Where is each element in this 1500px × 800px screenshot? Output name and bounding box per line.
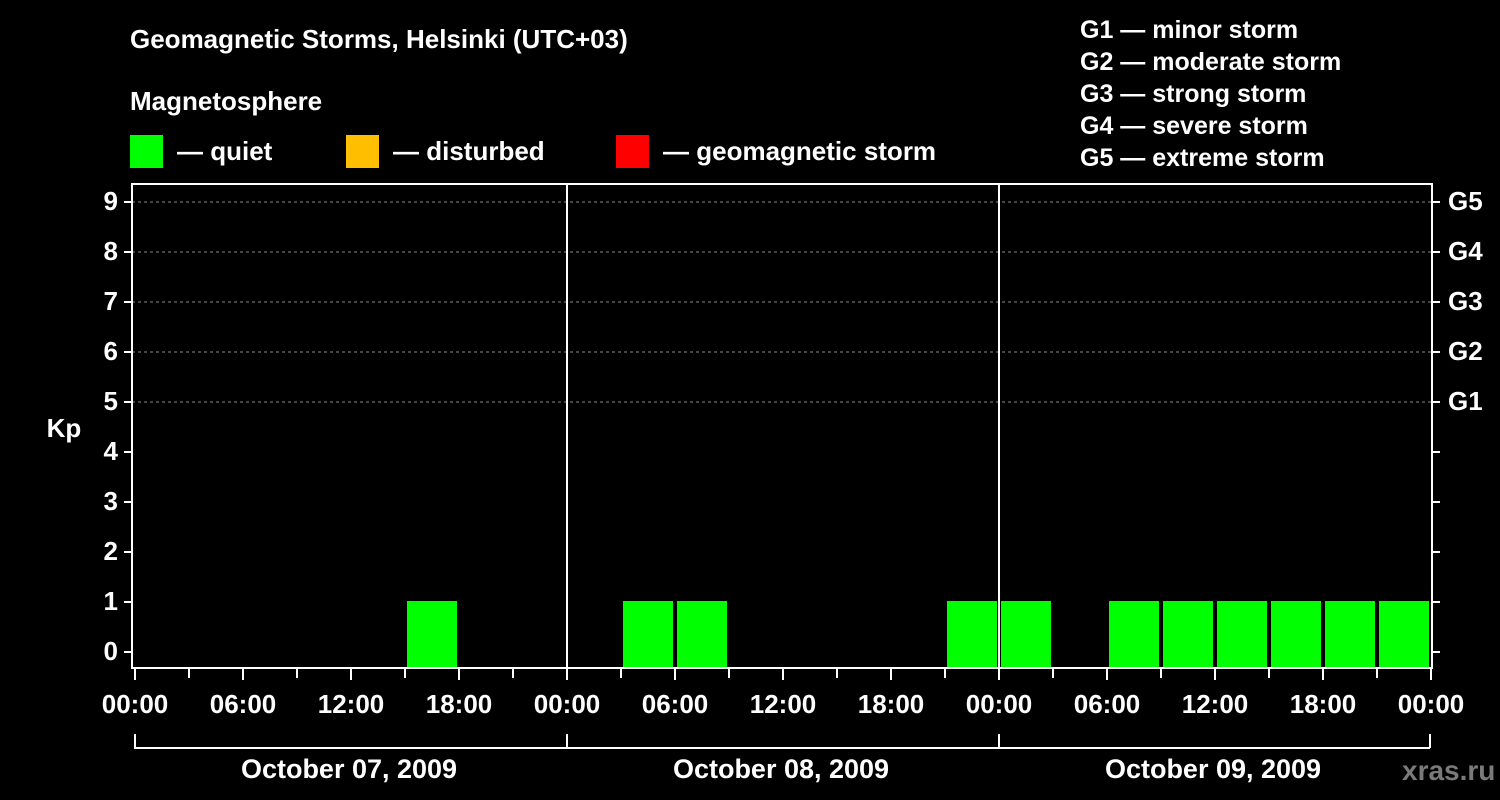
y-tick-label: 1 [104, 586, 118, 616]
magnetosphere-title: Magnetosphere [130, 86, 323, 116]
x-tick-label: 00:00 [1398, 689, 1465, 719]
storm-scale-g3: G3 — strong storm [1080, 80, 1307, 108]
storm-scale-g5: G5 — extreme storm [1080, 144, 1325, 172]
kp-bar [1217, 601, 1267, 668]
y-tick-label: 5 [104, 386, 118, 416]
y-tick-label: 9 [104, 186, 118, 216]
chart-title: Geomagnetic Storms, Helsinki (UTC+03) [130, 24, 628, 54]
x-tick-label: 00:00 [534, 689, 601, 719]
x-tick-label: 00:00 [966, 689, 1033, 719]
legend-label-storm: — geomagnetic storm [663, 135, 937, 166]
x-tick-label: 18:00 [858, 689, 925, 719]
kp-bar [1001, 601, 1051, 668]
storm-level-label: G2 [1448, 336, 1483, 366]
legend-quiet: — quiet [130, 134, 272, 168]
x-tick-label: 12:00 [318, 689, 385, 719]
legend-swatch-quiet [130, 134, 163, 168]
legend-storm: — geomagnetic storm [616, 134, 936, 168]
x-tick-label: 12:00 [1182, 689, 1249, 719]
kp-bar [1163, 601, 1213, 668]
storm-level-label: G1 [1448, 386, 1483, 416]
date-label: October 08, 2009 [673, 754, 889, 784]
watermark: xras.ru [1402, 755, 1496, 786]
storm-scale-g4: G4 — severe storm [1080, 112, 1308, 140]
date-label: October 07, 2009 [241, 754, 457, 784]
y-tick-label: 6 [104, 336, 118, 366]
kp-bar [623, 601, 673, 668]
plot-frame [131, 183, 1433, 669]
kp-bar [1109, 601, 1159, 668]
y-tick-label: 4 [104, 436, 119, 466]
storm-level-label: G3 [1448, 286, 1483, 316]
x-tick-label: 06:00 [642, 689, 709, 719]
y-tick-label: 3 [104, 486, 118, 516]
kp-bar [677, 601, 727, 668]
x-tick-label: 00:00 [102, 689, 169, 719]
x-tick-label: 18:00 [1290, 689, 1357, 719]
legend-disturbed: — disturbed [346, 134, 545, 168]
y-axis-label: Kp [47, 413, 82, 443]
kp-bar [1379, 601, 1429, 668]
x-tick-label: 06:00 [210, 689, 277, 719]
legend-label-quiet: — quiet [177, 135, 273, 166]
legend-swatch-disturbed [346, 134, 379, 168]
date-label: October 09, 2009 [1105, 754, 1321, 784]
legend-swatch-storm [616, 134, 649, 168]
x-tick-label: 12:00 [750, 689, 817, 719]
legend-label-disturbed: — disturbed [393, 135, 545, 166]
kp-bar [1271, 601, 1321, 668]
storm-scale-legend: G1 — minor storm G2 — moderate storm G3 … [1080, 14, 1341, 174]
kp-bar [407, 601, 457, 668]
kp-bar [1325, 601, 1375, 668]
x-tick-label: 06:00 [1074, 689, 1141, 719]
kp-bar [947, 601, 997, 668]
y-tick-label: 2 [104, 536, 118, 566]
storm-scale-g1: G1 — minor storm [1080, 16, 1299, 44]
y-tick-label: 7 [104, 286, 118, 316]
y-tick-label: 0 [104, 636, 118, 666]
storm-scale-g2: G2 — moderate storm [1080, 48, 1342, 76]
storm-level-label: G4 [1448, 236, 1483, 266]
y-tick-label: 8 [104, 236, 118, 266]
x-tick-label: 18:00 [426, 689, 493, 719]
storm-level-label: G5 [1448, 186, 1483, 216]
